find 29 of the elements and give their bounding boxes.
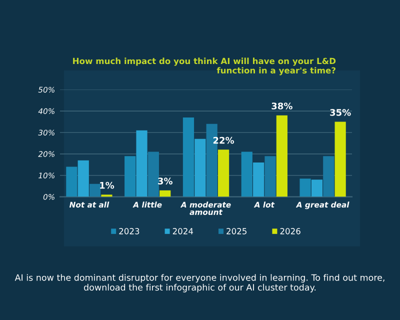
data-label: 38% [272,102,292,110]
legend-label: 2025 [226,228,246,234]
bar [334,122,346,197]
data-label: 1% [100,182,114,189]
bar [311,180,323,197]
bar [241,152,252,197]
bar [89,184,101,197]
legend-label: 2023 [119,228,140,234]
bar [218,150,230,197]
bar [148,152,159,197]
data-label: 35% [330,109,351,116]
legend-label: 2024 [172,228,194,234]
bar [194,138,206,197]
bar [160,190,171,197]
bar [264,156,276,197]
bar [323,156,334,197]
data-label: 3% [158,178,172,184]
bar [253,162,264,197]
legend-label: 2026 [280,228,300,234]
bar [78,160,89,197]
text: AI is now the dominant disruptor for everyone involved in learning. To find out more, download the first infographic of our AI cluster today. [14,274,384,292]
bar [276,115,288,197]
bar [66,166,78,197]
bar [182,117,194,197]
bar [136,130,148,197]
chart-title: How much impact do you think AI will have on your L&D function in a year's time? [73,58,336,76]
data-label: 22% [213,136,234,144]
bar [300,178,311,197]
bar [124,156,136,197]
